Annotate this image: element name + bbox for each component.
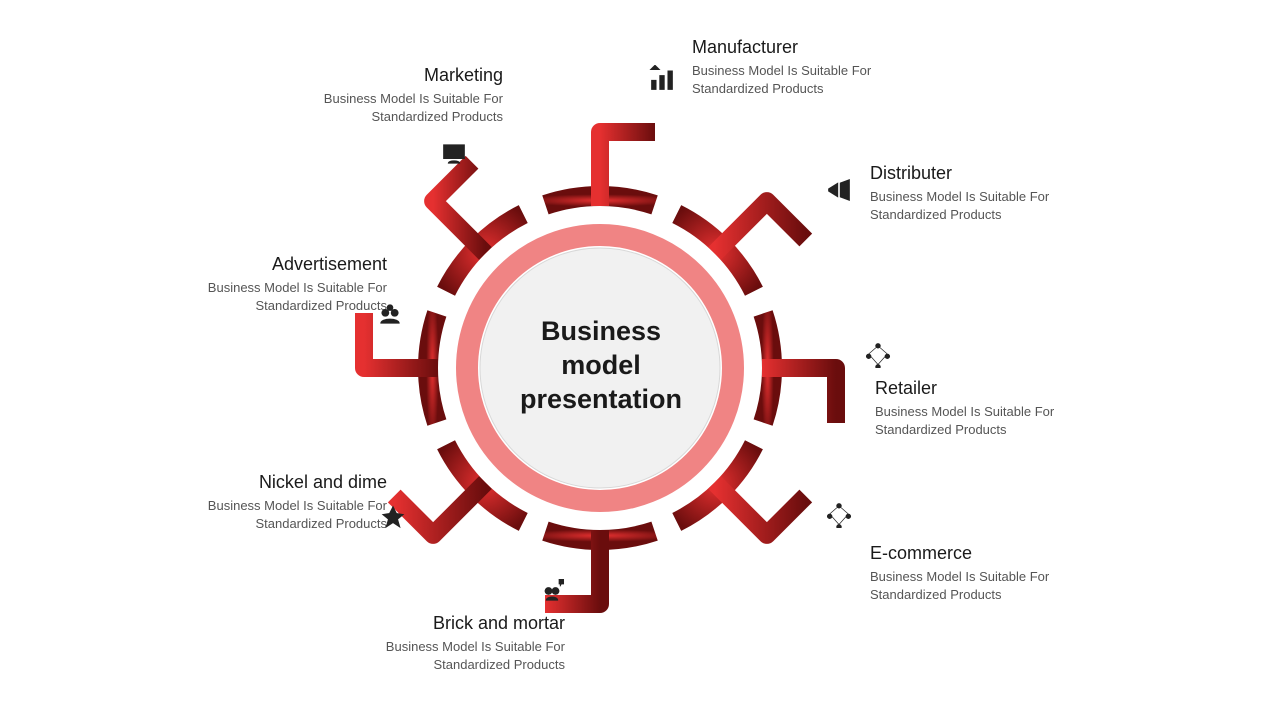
network-icon [864, 340, 892, 368]
item-4: Brick and mortar Business Model Is Suitab… [350, 613, 565, 673]
item-subtitle: Business Model Is Suitable For Standardi… [172, 279, 387, 314]
growth-icon [648, 65, 676, 93]
item-title: Nickel and dime [172, 472, 387, 493]
item-title: Brick and mortar [350, 613, 565, 634]
item-title: Advertisement [172, 254, 387, 275]
mega-icon [825, 176, 853, 204]
item-title: Retailer [875, 378, 1090, 399]
item-0: Manufacturer Business Model Is Suitable F… [692, 37, 907, 97]
item-7: Marketing Business Model Is Suitable For … [288, 65, 503, 125]
item-subtitle: Business Model Is Suitable For Standardi… [350, 638, 565, 673]
radial-diagram: Business model presentation Manufacturer… [0, 0, 1280, 720]
crowd-icon [376, 300, 404, 328]
badge-icon [379, 504, 407, 532]
people-q-icon [538, 577, 566, 605]
item-title: Manufacturer [692, 37, 907, 58]
item-5: Nickel and dime Business Model Is Suitabl… [172, 472, 387, 532]
network-icon [825, 500, 853, 528]
item-subtitle: Business Model Is Suitable For Standardi… [870, 188, 1085, 223]
item-subtitle: Business Model Is Suitable For Standardi… [288, 90, 503, 125]
item-subtitle: Business Model Is Suitable For Standardi… [172, 497, 387, 532]
item-2: Retailer Business Model Is Suitable For S… [875, 378, 1090, 438]
item-subtitle: Business Model Is Suitable For Standardi… [875, 403, 1090, 438]
item-title: Marketing [288, 65, 503, 86]
present-icon [440, 140, 468, 168]
center-title: Business model presentation [508, 315, 694, 416]
item-subtitle: Business Model Is Suitable For Standardi… [692, 62, 907, 97]
item-3: E-commerce Business Model Is Suitable For… [870, 543, 1085, 603]
item-6: Advertisement Business Model Is Suitable … [172, 254, 387, 314]
item-subtitle: Business Model Is Suitable For Standardi… [870, 568, 1085, 603]
item-title: E-commerce [870, 543, 1085, 564]
item-title: Distributer [870, 163, 1085, 184]
item-1: Distributer Business Model Is Suitable Fo… [870, 163, 1085, 223]
